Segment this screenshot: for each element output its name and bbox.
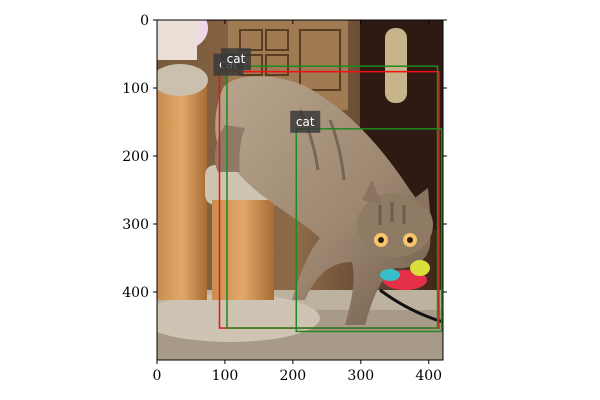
detection-box <box>226 65 439 329</box>
y-tick-label: 300 <box>122 217 149 233</box>
cat-photo <box>157 20 443 360</box>
detection-label-bg <box>220 48 251 71</box>
x-tick-label: 0 <box>153 368 162 384</box>
x-tick-label: 200 <box>279 368 306 384</box>
axes-frame <box>156 19 444 361</box>
y-tick-label: 400 <box>122 285 149 301</box>
x-tick-label: 300 <box>347 368 374 384</box>
y-tick-label: 100 <box>122 81 149 97</box>
detection-label: cat <box>296 115 315 129</box>
y-tick-label: 0 <box>140 13 149 29</box>
x-tick-label: 100 <box>212 368 239 384</box>
detection-label-bg <box>290 110 321 133</box>
detection-boxes: catcatcat <box>213 48 443 333</box>
axis-ticks: 0 100 200 300 400 0 100 200 300 400 <box>122 13 447 384</box>
x-tick-label: 400 <box>415 368 442 384</box>
y-tick-label: 200 <box>122 149 149 165</box>
detection-box <box>295 128 443 333</box>
detection-label: cat <box>227 52 246 66</box>
